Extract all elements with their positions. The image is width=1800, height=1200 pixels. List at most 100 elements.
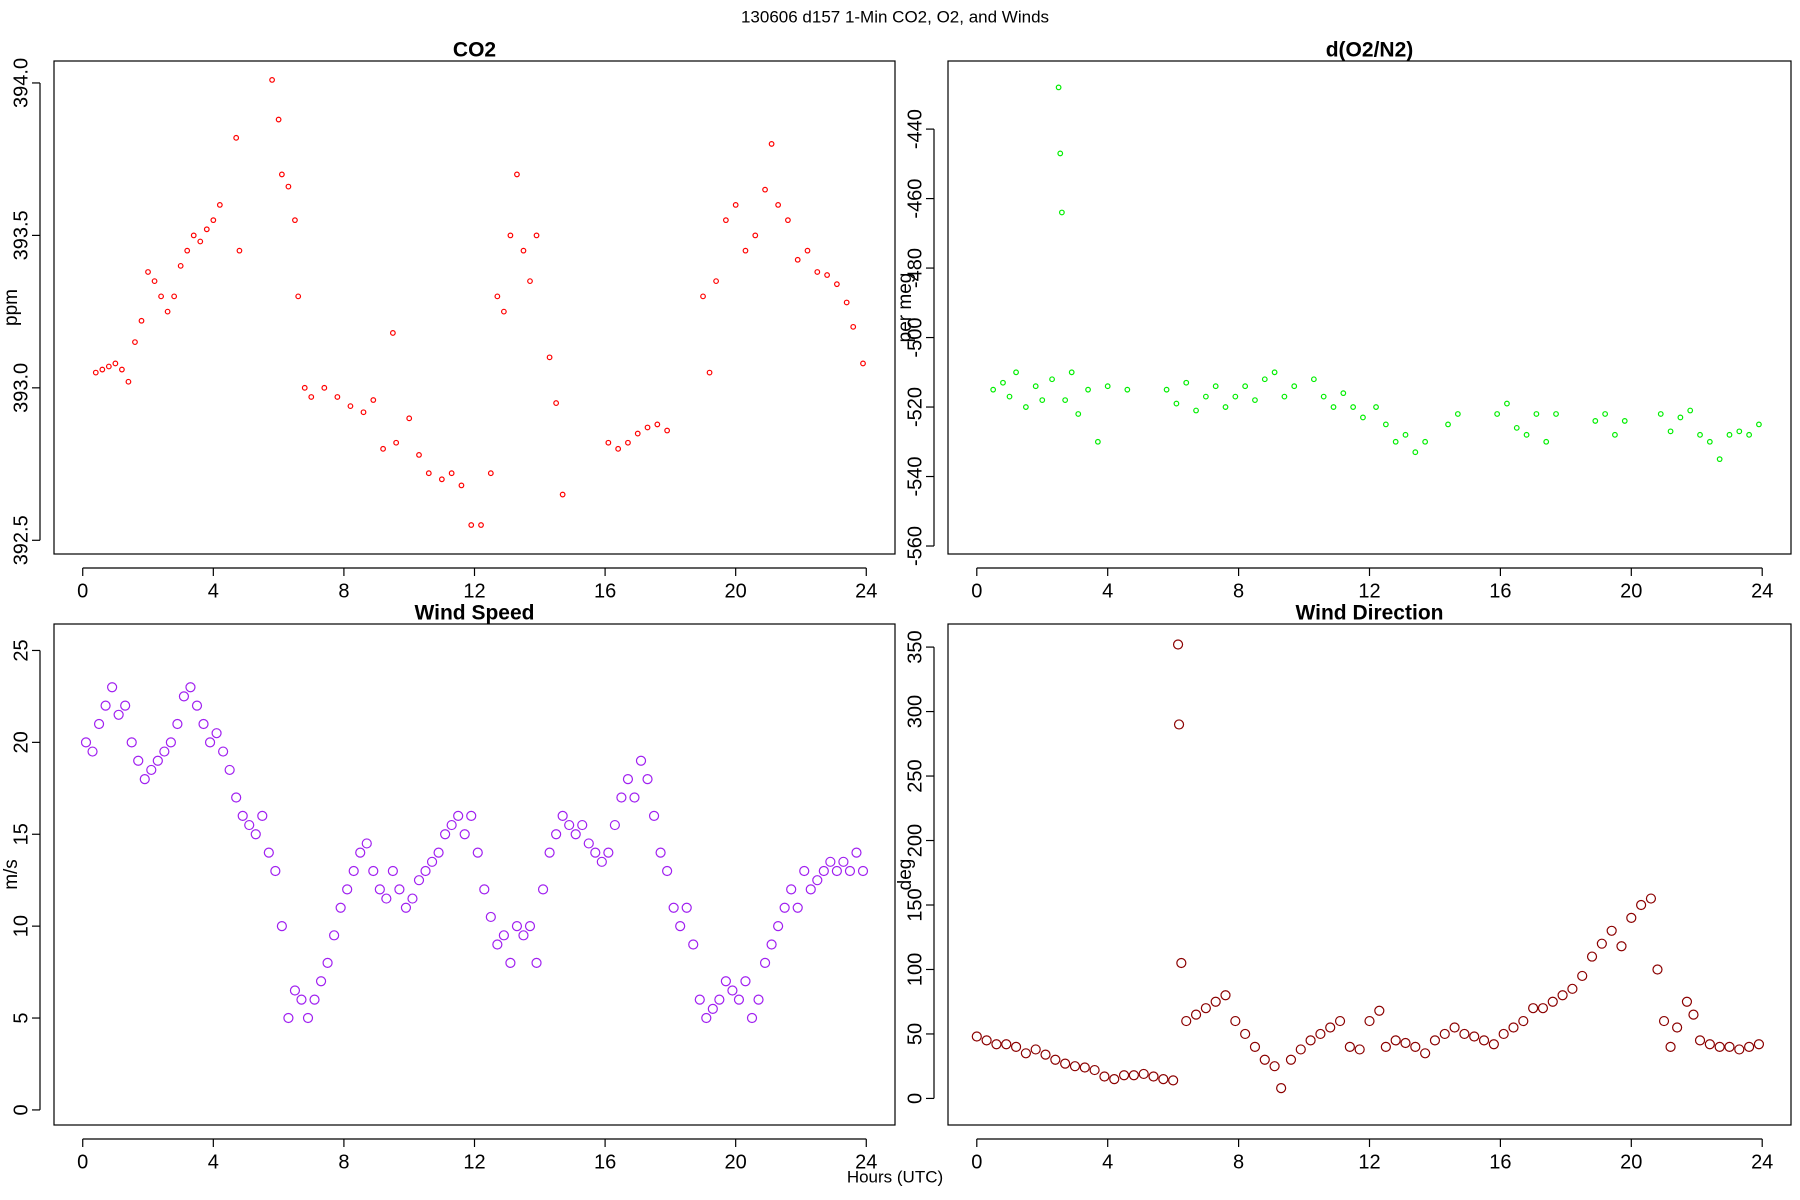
y-tick-label: -480 [904, 248, 926, 288]
data-point [190, 232, 197, 239]
data-point [762, 186, 768, 193]
data-point [125, 378, 132, 385]
data-point [1069, 1061, 1081, 1072]
data-point [151, 278, 158, 285]
data-point [158, 293, 164, 300]
data-point [233, 134, 240, 141]
data-point [494, 293, 501, 300]
data-point [1667, 428, 1674, 435]
data-point [740, 976, 751, 987]
data-point [322, 957, 333, 969]
data-point [642, 774, 653, 785]
data-point [1596, 938, 1607, 949]
panel-title: Wind Direction [1296, 602, 1444, 625]
data-point [1202, 393, 1209, 400]
data-point [126, 737, 137, 748]
data-point [1305, 1035, 1316, 1046]
data-point [105, 363, 112, 370]
data-point [433, 847, 444, 858]
data-point [1504, 400, 1510, 407]
data-point [1040, 1049, 1051, 1060]
data-point [1716, 456, 1723, 463]
data-point [844, 865, 856, 877]
data-point [185, 682, 196, 693]
data-point [1636, 899, 1647, 911]
data-point [1055, 84, 1062, 91]
data-point [805, 884, 816, 895]
data-point [557, 810, 568, 821]
data-point [381, 893, 392, 904]
data-point [1445, 421, 1451, 428]
data-point [1736, 428, 1743, 435]
data-point [1586, 951, 1598, 962]
data-point [203, 226, 210, 233]
data-point [500, 308, 507, 315]
x-tick-label: 12 [1358, 1151, 1380, 1173]
y-tick-label: 100 [904, 953, 926, 986]
data-point [1138, 1068, 1149, 1080]
data-point [171, 293, 178, 300]
data-point [184, 247, 191, 254]
data-point [753, 994, 764, 1005]
data-point [1756, 421, 1762, 428]
data-point [112, 360, 119, 367]
y-tick-label: -460 [904, 179, 926, 219]
x-tick-label: 16 [594, 580, 616, 602]
x-tick-label: 20 [725, 580, 747, 602]
y-tick-label: -520 [904, 387, 926, 427]
data-point [368, 865, 379, 877]
data-point [1652, 964, 1663, 975]
data-point [107, 682, 118, 693]
data-point [824, 272, 830, 278]
data-point [1412, 449, 1419, 456]
data-point [1694, 1035, 1706, 1046]
x-tick-label: 0 [971, 580, 982, 602]
data-point [1124, 386, 1131, 393]
data-point [1567, 983, 1578, 994]
y-tick-label: 392.5 [10, 515, 32, 565]
data-point [321, 384, 328, 391]
data-point [237, 810, 248, 821]
data-point [590, 847, 601, 858]
data-point [773, 921, 784, 932]
data-point [1380, 1041, 1391, 1052]
y-tick-label: -560 [904, 526, 926, 566]
data-point [224, 764, 235, 776]
data-point [334, 394, 341, 400]
data-point [1252, 397, 1258, 403]
data-point [269, 77, 275, 83]
data-point [727, 985, 738, 996]
data-point [1050, 1054, 1061, 1065]
data-point [615, 445, 622, 452]
data-point [426, 856, 438, 867]
y-tick-label: -540 [904, 457, 926, 497]
data-point [1222, 404, 1229, 410]
data-point [139, 774, 150, 785]
data-point [1439, 1028, 1450, 1040]
x-tick-label: 20 [1620, 1151, 1642, 1173]
y-tick-label: 393.0 [10, 363, 32, 413]
data-point [459, 829, 470, 840]
y-tick-label: 20 [10, 731, 32, 753]
data-point [668, 902, 679, 913]
data-point [531, 957, 542, 969]
data-point [1190, 1009, 1202, 1020]
data-point [634, 430, 641, 437]
data-point [1454, 411, 1461, 417]
data-point [270, 865, 281, 877]
data-point [1602, 411, 1609, 417]
data-point [177, 262, 184, 269]
data-point [1373, 404, 1379, 410]
data-point [1350, 404, 1357, 410]
data-point [1681, 996, 1693, 1007]
y-tick-label: -500 [904, 318, 926, 358]
data-point [850, 323, 857, 330]
data-point [100, 700, 111, 711]
y-tick-label: 0 [10, 1104, 32, 1115]
data-point [1057, 150, 1064, 157]
y-axis-label: per meg [895, 273, 916, 343]
data-point [706, 369, 713, 376]
y-axis-label: deg [895, 859, 916, 891]
